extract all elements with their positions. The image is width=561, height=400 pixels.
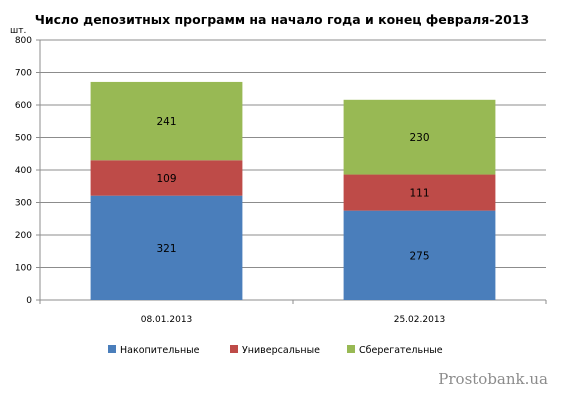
bar-segment-накопительные xyxy=(90,195,243,300)
data-label: 111 xyxy=(409,188,429,200)
x-tick-label: 25.02.2013 xyxy=(394,315,446,325)
legend-label: Накопительные xyxy=(120,345,200,356)
y-tick-label: 600 xyxy=(15,101,32,111)
y-tick-label: 300 xyxy=(15,199,32,209)
legend: Накопительные Универсальные Сберегательные xyxy=(108,345,443,356)
legend-label: Универсальные xyxy=(242,345,320,356)
y-tick-label: 200 xyxy=(15,231,32,241)
data-label: 109 xyxy=(156,173,176,185)
y-tick-label: 400 xyxy=(15,166,32,176)
y-tick-label: 100 xyxy=(15,264,32,274)
legend-swatch xyxy=(108,345,116,353)
legend-label: Сберегательные xyxy=(359,345,443,356)
x-tick-label: 08.01.2013 xyxy=(141,315,193,325)
data-labels: 321 109 241 275 111 230 xyxy=(156,116,429,262)
bar-segment-накопительные xyxy=(343,210,496,300)
data-label: 230 xyxy=(409,132,429,144)
y-tick-label: 500 xyxy=(15,134,32,144)
chart-title: Число депозитных программ на начало года… xyxy=(35,12,530,27)
data-label: 241 xyxy=(156,116,176,128)
bars xyxy=(90,81,496,300)
y-tick-label: 700 xyxy=(15,69,32,79)
bar-segment-сберегательные xyxy=(343,99,496,175)
data-label: 275 xyxy=(409,250,429,262)
bar-segment-сберегательные xyxy=(90,81,243,161)
y-axis-unit-label: шт. xyxy=(10,26,26,36)
legend-swatch xyxy=(230,345,238,353)
y-tick-label: 0 xyxy=(26,296,32,306)
bar-segment-универсальные xyxy=(90,160,243,196)
watermark: Prostobank.ua xyxy=(438,370,548,388)
data-label: 321 xyxy=(156,243,176,255)
bar-segment-универсальные xyxy=(343,174,496,211)
y-tick-label: 800 xyxy=(15,36,32,46)
legend-swatch xyxy=(347,345,355,353)
